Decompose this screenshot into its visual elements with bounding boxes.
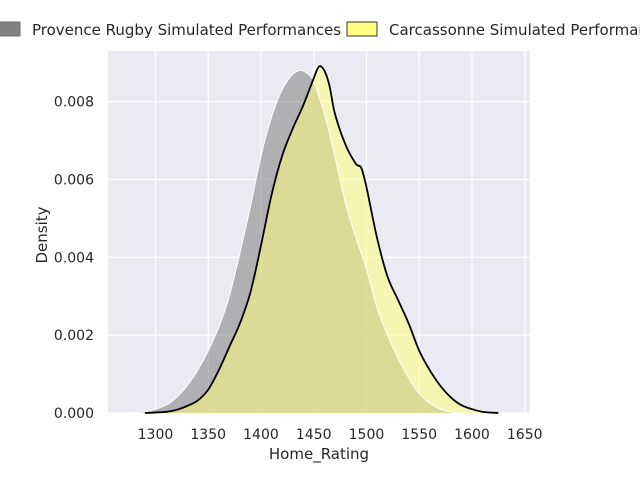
x-tick-labels: 1300 1350 1400 1450 1500 1550 1600 1650 — [138, 427, 543, 443]
density-line-provence — [123, 69, 462, 414]
y-tick-label: 0.000 — [54, 406, 94, 422]
x-tick-label: 1500 — [349, 427, 385, 443]
x-tick-label: 1450 — [296, 427, 332, 443]
y-tick-label: 0.008 — [54, 95, 94, 111]
legend-swatch-carcassonne — [346, 21, 378, 37]
legend-swatch-provence — [0, 21, 21, 37]
density-areas — [123, 65, 499, 414]
x-tick-label: 1400 — [243, 427, 279, 443]
legend: Provence Rugby Simulated Performances Ca… — [0, 21, 640, 39]
x-axis-label: Home_Rating — [269, 445, 369, 464]
density-line-carcassonne — [144, 65, 499, 414]
y-tick-label: 0.006 — [54, 172, 94, 188]
legend-label-provence: Provence Rugby Simulated Performances — [32, 21, 341, 39]
x-tick-label: 1600 — [454, 427, 490, 443]
x-tick-label: 1650 — [507, 427, 543, 443]
y-axis-label: Density — [33, 206, 51, 263]
x-tick-label: 1350 — [190, 427, 226, 443]
y-tick-labels: 0.000 0.002 0.004 0.006 0.008 — [54, 95, 94, 422]
x-tick-label: 1550 — [401, 427, 437, 443]
y-tick-label: 0.004 — [54, 250, 94, 266]
x-tick-label: 1300 — [138, 427, 174, 443]
density-area-carcassonne — [144, 66, 499, 414]
y-tick-label: 0.002 — [54, 328, 94, 344]
legend-label-carcassonne: Carcassonne Simulated Performances — [389, 21, 640, 39]
